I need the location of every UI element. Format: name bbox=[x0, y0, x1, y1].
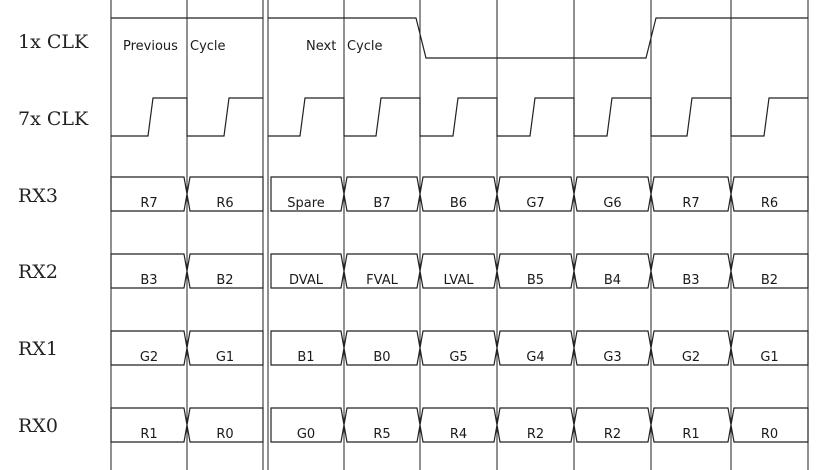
cycle-label-right: Cycle bbox=[347, 39, 383, 54]
bit-label: B2 bbox=[761, 273, 778, 288]
grid-lines bbox=[110, 0, 809, 470]
bit-label: R1 bbox=[140, 427, 157, 442]
bit-label: B4 bbox=[604, 273, 621, 288]
bit-label: R6 bbox=[761, 196, 778, 211]
bit-label: G4 bbox=[526, 350, 544, 365]
next-label: Next bbox=[306, 39, 336, 54]
bit-label: LVAL bbox=[443, 273, 474, 288]
7x-clk-waveform bbox=[111, 97, 808, 137]
row-label-rx2: RX2 bbox=[18, 261, 58, 283]
bit-label: G6 bbox=[603, 196, 621, 211]
row-label-rx0: RX0 bbox=[18, 415, 58, 437]
bit-label: G5 bbox=[449, 350, 467, 365]
row-label-1x-clk: 1x CLK bbox=[18, 31, 89, 53]
bit-label: R4 bbox=[450, 427, 467, 442]
bit-label: R0 bbox=[761, 427, 778, 442]
bit-label: B2 bbox=[216, 273, 233, 288]
bit-label: B7 bbox=[373, 196, 390, 211]
bit-label: DVAL bbox=[289, 273, 324, 288]
bit-label: G2 bbox=[140, 350, 158, 365]
bit-label: G1 bbox=[760, 350, 778, 365]
bit-label: G1 bbox=[216, 350, 234, 365]
bit-label: R2 bbox=[527, 427, 544, 442]
cycle-label-left: Cycle bbox=[190, 39, 226, 54]
row-label-7x-clk: 7x CLK bbox=[18, 108, 89, 130]
bit-label: G3 bbox=[603, 350, 621, 365]
data-rows: R7 R6 Spare B7 B6 G7 G6 R7 R6 B3 B2 DVAL FVAL LVAL B5 B… bbox=[110, 176, 809, 443]
bit-label: G7 bbox=[526, 196, 544, 211]
bit-label: B5 bbox=[527, 273, 544, 288]
bus-waveform-rx2 bbox=[110, 253, 809, 289]
bit-label: B3 bbox=[682, 273, 699, 288]
bus-waveform-rx0 bbox=[110, 407, 809, 443]
bus-waveform-rx3 bbox=[110, 176, 809, 212]
bit-label: G0 bbox=[297, 427, 315, 442]
bit-label: R7 bbox=[682, 196, 699, 211]
previous-label: Previous bbox=[123, 39, 178, 54]
bit-label: R5 bbox=[373, 427, 390, 442]
bit-label: B1 bbox=[297, 350, 314, 365]
1x-clk-waveform bbox=[111, 17, 808, 59]
bit-label: R6 bbox=[216, 196, 233, 211]
bit-label: B3 bbox=[140, 273, 157, 288]
bit-label: R0 bbox=[216, 427, 233, 442]
row-label-rx3: RX3 bbox=[18, 185, 58, 207]
bit-label: G2 bbox=[682, 350, 700, 365]
bit-label: Spare bbox=[287, 196, 325, 211]
bit-label: R2 bbox=[604, 427, 621, 442]
bit-label: R1 bbox=[682, 427, 699, 442]
bit-label: B0 bbox=[373, 350, 390, 365]
bit-label: R7 bbox=[140, 196, 157, 211]
bit-label: B6 bbox=[450, 196, 467, 211]
bit-label: FVAL bbox=[366, 273, 398, 288]
row-label-rx1: RX1 bbox=[18, 338, 58, 360]
bus-waveform-rx1 bbox=[110, 330, 809, 366]
